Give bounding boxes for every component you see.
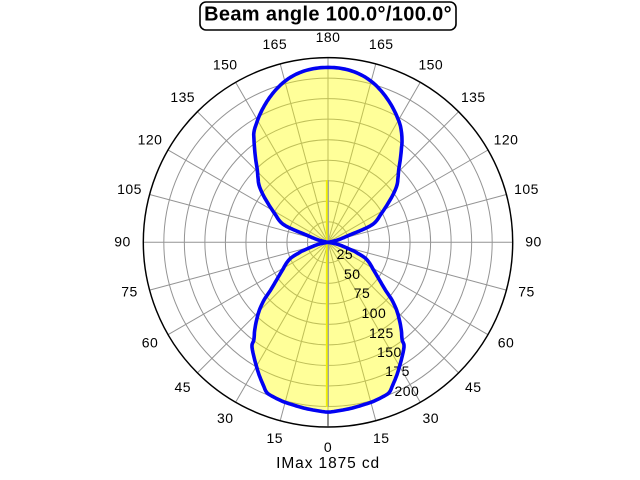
svg-text:150: 150 (213, 56, 238, 72)
svg-text:105: 105 (117, 181, 142, 197)
svg-text:150: 150 (418, 56, 443, 72)
svg-text:15: 15 (373, 430, 389, 446)
svg-text:75: 75 (518, 284, 534, 300)
svg-text:165: 165 (262, 36, 287, 52)
svg-text:45: 45 (465, 379, 481, 395)
svg-text:Beam angle 100.0°/100.0°: Beam angle 100.0°/100.0° (204, 3, 452, 25)
svg-text:30: 30 (423, 410, 439, 426)
svg-text:IMax 1875 cd: IMax 1875 cd (276, 455, 380, 472)
svg-text:120: 120 (138, 132, 163, 148)
svg-text:90: 90 (525, 234, 541, 250)
svg-text:135: 135 (170, 89, 195, 105)
svg-text:100: 100 (362, 305, 387, 321)
svg-text:125: 125 (369, 325, 394, 341)
svg-text:30: 30 (217, 410, 233, 426)
svg-text:45: 45 (174, 379, 190, 395)
svg-text:200: 200 (395, 383, 420, 399)
svg-text:0: 0 (324, 439, 332, 455)
svg-text:75: 75 (121, 284, 137, 300)
svg-text:135: 135 (461, 89, 486, 105)
svg-text:50: 50 (344, 266, 360, 282)
svg-text:75: 75 (354, 285, 370, 301)
svg-text:105: 105 (514, 181, 539, 197)
svg-text:180: 180 (316, 29, 341, 45)
svg-text:60: 60 (142, 335, 158, 351)
svg-text:120: 120 (494, 132, 519, 148)
svg-text:60: 60 (498, 335, 514, 351)
svg-text:15: 15 (267, 430, 283, 446)
svg-text:150: 150 (377, 344, 402, 360)
svg-text:90: 90 (114, 234, 130, 250)
svg-text:165: 165 (369, 36, 394, 52)
